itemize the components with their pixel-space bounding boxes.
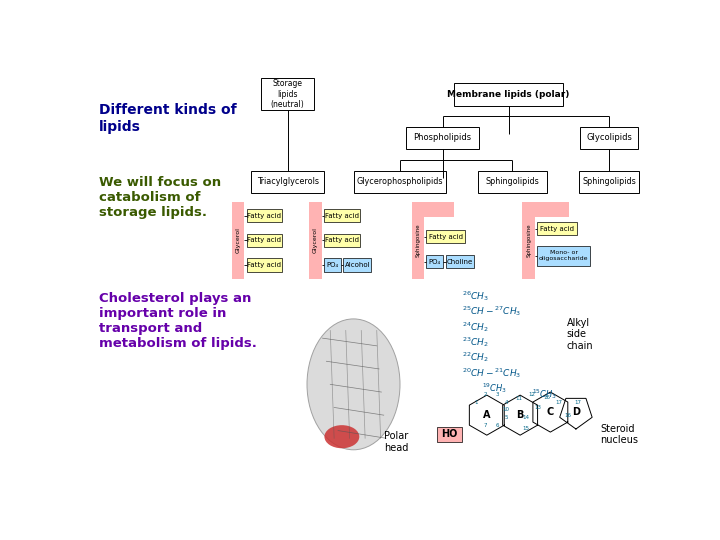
Text: Storage
lipids
(neutral): Storage lipids (neutral) [271,79,305,109]
FancyBboxPatch shape [426,255,444,268]
FancyBboxPatch shape [246,209,282,222]
Text: 17: 17 [574,400,581,404]
FancyBboxPatch shape [412,202,454,217]
FancyBboxPatch shape [246,259,282,272]
Text: $^{19}CH_3$: $^{19}CH_3$ [482,381,507,395]
Text: Fatty acid: Fatty acid [248,262,282,268]
Text: 3: 3 [495,392,499,397]
Text: A: A [483,410,490,420]
Text: $^{15}CH_3$: $^{15}CH_3$ [531,387,557,401]
Text: 7: 7 [484,423,487,428]
FancyBboxPatch shape [412,202,424,279]
Text: 6: 6 [495,423,499,428]
Text: 14: 14 [522,415,529,420]
Text: Membrane lipids (polar): Membrane lipids (polar) [447,90,570,99]
FancyBboxPatch shape [537,246,590,266]
Text: 17: 17 [555,400,562,404]
FancyBboxPatch shape [477,171,547,193]
FancyBboxPatch shape [261,78,314,110]
Text: Glycerol: Glycerol [235,227,240,253]
FancyBboxPatch shape [580,127,639,149]
Text: $^{20}CH-^{21}CH_3$: $^{20}CH-^{21}CH_3$ [462,366,521,380]
FancyBboxPatch shape [537,222,577,235]
Text: Sphingosine: Sphingosine [526,224,531,257]
Ellipse shape [325,425,359,448]
FancyBboxPatch shape [251,171,325,193]
Text: Fatty acid: Fatty acid [540,226,575,232]
FancyBboxPatch shape [426,230,465,243]
Text: Fatty acid: Fatty acid [325,213,359,219]
Text: 2: 2 [484,392,487,397]
Text: Glycerophospholipids: Glycerophospholipids [356,177,444,186]
Text: Mono- or
oligosaccharide: Mono- or oligosaccharide [539,251,588,261]
Text: 16: 16 [564,414,572,418]
Text: 12: 12 [528,392,535,397]
Text: B: B [516,410,524,420]
Text: Sphingolipids: Sphingolipids [485,177,539,186]
Text: Triacylglycerols: Triacylglycerols [256,177,319,186]
FancyBboxPatch shape [246,234,282,247]
Text: Choline: Choline [446,259,473,265]
Text: Alkyl
side
chain: Alkyl side chain [567,318,593,351]
FancyBboxPatch shape [324,209,360,222]
Text: 15: 15 [523,426,530,431]
Text: $^{23}CH_2$: $^{23}CH_2$ [462,335,489,349]
FancyBboxPatch shape [406,127,480,149]
Text: Glycerol: Glycerol [313,227,318,253]
Text: 13: 13 [534,405,541,410]
FancyBboxPatch shape [523,202,569,217]
FancyBboxPatch shape [324,234,360,247]
Text: PO₄: PO₄ [326,262,338,268]
Text: Glycolipids: Glycolipids [586,133,632,143]
Text: Fatty acid: Fatty acid [248,213,282,219]
Text: HO: HO [441,429,458,440]
Text: Different kinds of
lipids: Different kinds of lipids [99,103,237,133]
FancyBboxPatch shape [310,202,322,279]
FancyBboxPatch shape [232,202,244,279]
Text: 4: 4 [505,400,508,404]
Text: We will focus on
catabolism of
storage lipids.: We will focus on catabolism of storage l… [99,177,222,219]
FancyBboxPatch shape [343,259,372,272]
Text: $^{25}CH-^{27}CH_3$: $^{25}CH-^{27}CH_3$ [462,304,521,318]
FancyBboxPatch shape [523,202,535,279]
Text: Sphingosine: Sphingosine [415,224,420,257]
Ellipse shape [307,319,400,450]
Text: $^{22}CH_2$: $^{22}CH_2$ [462,350,489,365]
FancyBboxPatch shape [324,259,341,272]
Text: Steroid
nucleus: Steroid nucleus [600,423,638,445]
Text: Polar
head: Polar head [384,431,408,453]
Text: Phospholipids: Phospholipids [413,133,472,143]
Text: $^{26}CH_3$: $^{26}CH_3$ [462,289,489,303]
Text: Fatty acid: Fatty acid [248,238,282,244]
FancyBboxPatch shape [437,427,462,442]
Text: $^{24}CH_2$: $^{24}CH_2$ [462,320,489,334]
Text: C: C [546,407,554,417]
Text: 10: 10 [502,407,509,412]
FancyBboxPatch shape [579,171,639,193]
FancyBboxPatch shape [446,255,474,268]
Text: D: D [572,407,580,417]
Text: 16: 16 [544,395,551,400]
Text: 11: 11 [515,396,522,401]
Text: Fatty acid: Fatty acid [428,233,463,240]
FancyBboxPatch shape [454,83,563,106]
Text: Fatty acid: Fatty acid [325,238,359,244]
Text: 1: 1 [474,400,477,404]
Text: Sphingolipids: Sphingolipids [582,177,636,186]
Text: 5: 5 [505,415,508,420]
FancyBboxPatch shape [354,171,446,193]
Text: PO₄: PO₄ [428,259,441,265]
Text: Alcohol: Alcohol [345,262,370,268]
Text: Cholesterol plays an
important role in
transport and
metabolism of lipids.: Cholesterol plays an important role in t… [99,292,257,350]
